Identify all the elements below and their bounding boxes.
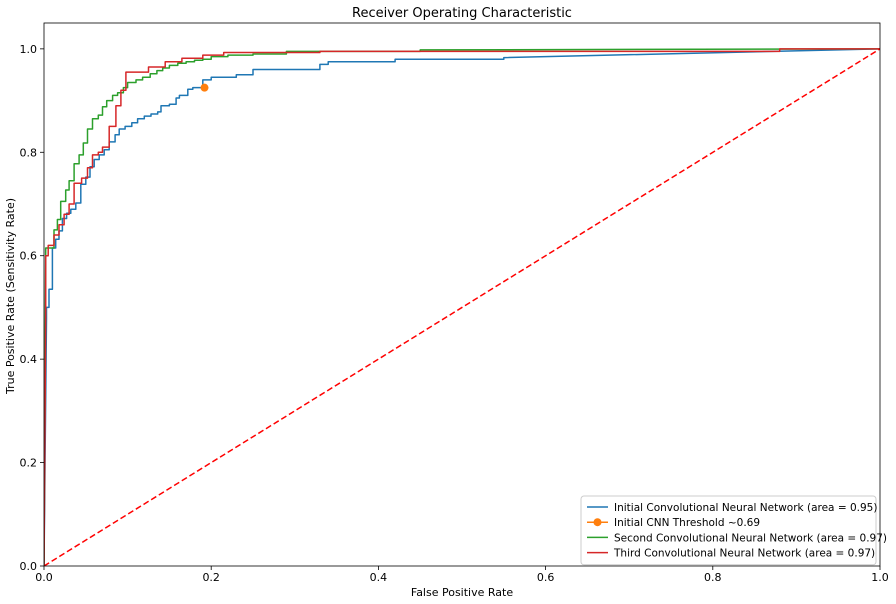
series-line-4 <box>44 48 880 566</box>
x-tick-label: 0.6 <box>537 571 555 584</box>
y-axis-title: True Positive Rate (Sensitivity Rate) <box>4 198 17 395</box>
x-axis-title: False Positive Rate <box>411 586 513 599</box>
x-tick-label: 0.2 <box>202 571 220 584</box>
x-tick-label: 0.0 <box>35 571 53 584</box>
y-tick-label: 0.4 <box>20 353 38 366</box>
x-tick-label: 1.0 <box>871 571 889 584</box>
chart-title: Receiver Operating Characteristic <box>352 6 572 21</box>
y-tick-label: 0.2 <box>20 457 38 470</box>
plot-frame <box>43 22 881 567</box>
plot-area: 0.0 0.2 0.4 0.6 0.8 1.0 0.0 0.2 0.4 0.6 0.8 1.0 <box>20 22 889 584</box>
chance-diagonal-line <box>44 48 880 566</box>
y-tick-label: 0.8 <box>20 146 38 159</box>
series-line-1 <box>44 48 880 566</box>
legend-box <box>580 495 877 566</box>
legend-swatch-marker <box>593 518 602 527</box>
x-tick-label: 0.4 <box>370 571 388 584</box>
x-tick-label: 0.8 <box>704 571 722 584</box>
y-tick-label: 1.0 <box>20 43 38 56</box>
y-tick-label: 0.6 <box>20 250 38 263</box>
legend-entry-label: Second Convolutional Neural Network (are… <box>614 532 887 544</box>
legend-entry-label: Third Convolutional Neural Network (area… <box>613 548 875 560</box>
y-tick-label: 0.0 <box>20 560 38 573</box>
legend-entry-label: Initial CNN Threshold ~0.69 <box>614 517 760 529</box>
series-lines <box>44 48 880 566</box>
threshold-point-marker <box>200 83 209 92</box>
legend-entry-label: Initial Convolutional Neural Network (ar… <box>614 502 877 514</box>
legend: Initial Convolutional Neural Network (ar… <box>580 495 887 566</box>
